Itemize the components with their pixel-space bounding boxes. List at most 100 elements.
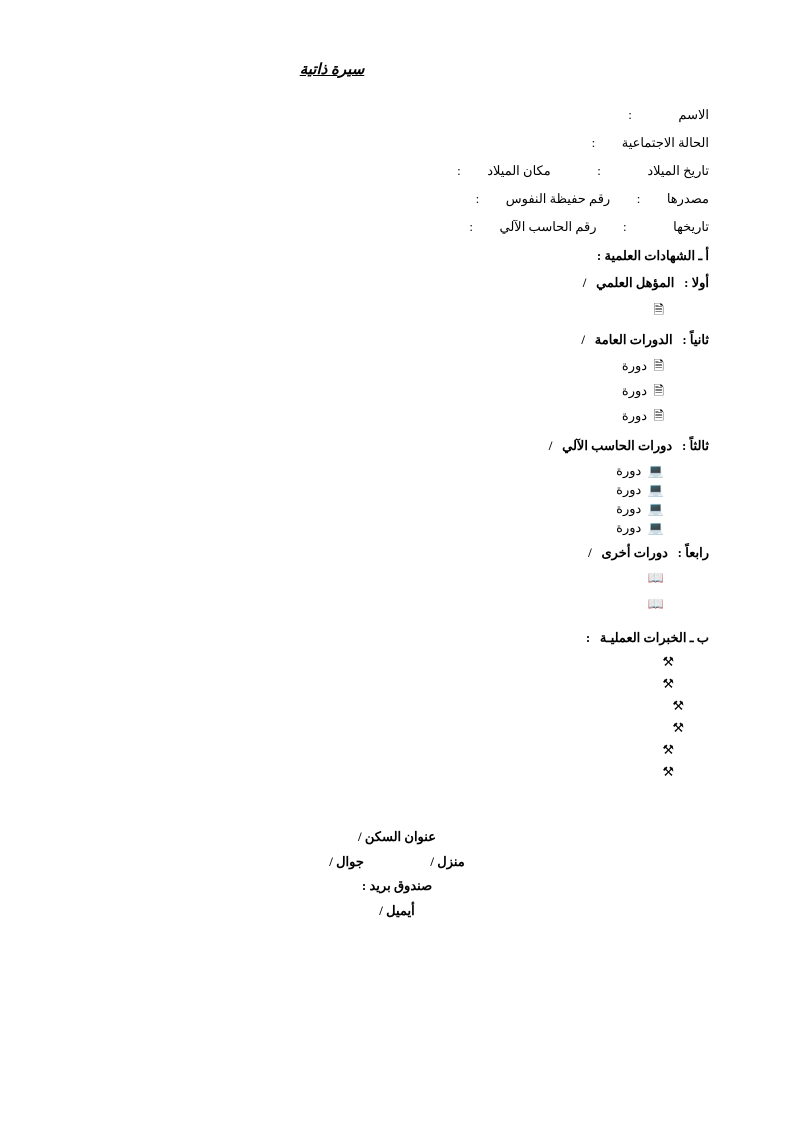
slash: / xyxy=(329,854,333,869)
colon: : xyxy=(682,332,686,347)
colon: : xyxy=(597,248,601,263)
course-text: دورة xyxy=(616,501,641,516)
book-icon: 📖 xyxy=(648,596,664,611)
colon: : xyxy=(469,219,473,234)
laptop-icon: 💻 xyxy=(648,520,664,535)
address-row: عنوان السكن / xyxy=(80,825,714,850)
colon: : xyxy=(684,275,688,290)
certs-text: أ ـ الشهادات العلمية xyxy=(605,248,710,263)
general-item-3: 🗎 دورة xyxy=(80,407,664,429)
other-lead: رابعاً xyxy=(685,545,709,560)
tools-icon: ⚒ xyxy=(662,764,674,779)
general-label: الدورات العامة xyxy=(595,332,673,347)
exp-item-1: ⚒ xyxy=(80,654,674,670)
exp-item-3: ⚒ xyxy=(80,698,684,714)
colon: : xyxy=(362,878,366,893)
address-label: عنوان السكن xyxy=(365,829,436,844)
qual-item: 🗎 xyxy=(80,301,664,323)
course-text: دورة xyxy=(622,358,647,373)
doc-icon: 🗎 xyxy=(654,408,664,423)
other-label: دورات أخرى xyxy=(601,545,667,560)
source-row: مصدرها : رقم حفيظة النفوس : xyxy=(80,188,709,210)
other-courses-row: رابعاً : دورات أخرى / xyxy=(80,542,709,564)
qual-lead: أولا xyxy=(692,275,709,290)
colon: : xyxy=(597,163,601,178)
marital-label: الحالة الاجتماعية xyxy=(622,135,709,150)
pobox-row: صندوق بريد : xyxy=(80,874,714,899)
colon: : xyxy=(476,191,480,206)
book-icon: 📖 xyxy=(648,570,664,585)
mobile-label: جوال xyxy=(336,854,364,869)
qualification-row: أولا : المؤهل العلمي / xyxy=(80,272,709,294)
colon: : xyxy=(628,107,632,122)
email-label: أيميل xyxy=(386,903,415,918)
colon: : xyxy=(592,135,596,150)
exp-item-6: ⚒ xyxy=(80,764,674,780)
footer-block: عنوان السكن / منزل / جوال / صندوق بريد :… xyxy=(80,825,714,924)
pob-label: مكان الميلاد xyxy=(487,163,550,178)
name-label: الاسم xyxy=(678,107,709,122)
laptop-icon: 💻 xyxy=(648,482,664,497)
tools-icon: ⚒ xyxy=(662,676,674,691)
course-text: دورة xyxy=(622,408,647,423)
birth-row: تاريخ الميلاد : مكان الميلاد : xyxy=(80,160,709,182)
comp-lead: ثالثاً xyxy=(690,438,709,453)
pobox-label: صندوق بريد xyxy=(369,878,432,893)
laptop-icon: 💻 xyxy=(648,501,664,516)
slash: / xyxy=(588,545,592,560)
source-label: مصدرها xyxy=(667,191,709,206)
tools-icon: ⚒ xyxy=(662,654,674,669)
course-text: دورة xyxy=(622,383,647,398)
slash: / xyxy=(358,829,362,844)
computer-item-1: 💻 دورة xyxy=(80,463,664,479)
doc-icon: 🗎 xyxy=(654,383,664,398)
laptop-icon: 💻 xyxy=(648,463,664,478)
email-row: أيميل / xyxy=(80,899,714,924)
computer-courses-row: ثالثاً : دورات الحاسب الآلي / xyxy=(80,435,709,457)
marital-row: الحالة الاجتماعية : xyxy=(80,132,709,154)
general-item-2: 🗎 دورة xyxy=(80,382,664,404)
slash: / xyxy=(583,275,587,290)
civil-label: رقم حفيظة النفوس xyxy=(506,191,610,206)
course-text: دورة xyxy=(616,520,641,535)
slash: / xyxy=(430,854,434,869)
page-title: سيرة ذاتية xyxy=(80,60,584,79)
course-text: دورة xyxy=(616,463,641,478)
home-label: منزل xyxy=(437,854,465,869)
slash: / xyxy=(379,903,383,918)
other-item-1: 📖 xyxy=(80,570,664,586)
tools-icon: ⚒ xyxy=(672,698,684,713)
slash: / xyxy=(549,438,553,453)
phone-row: منزل / جوال / xyxy=(80,850,714,875)
tools-icon: ⚒ xyxy=(662,742,674,757)
exp-item-4: ⚒ xyxy=(80,720,684,736)
computer-item-4: 💻 دورة xyxy=(80,520,664,536)
date-label: تاريخها xyxy=(673,219,709,234)
name-row: الاسم : xyxy=(80,104,709,126)
experience-header: ب ـ الخبرات العمليـة : xyxy=(80,630,709,646)
exp-item-2: ⚒ xyxy=(80,676,674,692)
colon: : xyxy=(457,163,461,178)
doc-icon: 🗎 xyxy=(654,358,664,373)
colon: : xyxy=(586,630,590,645)
exp-item-5: ⚒ xyxy=(80,742,674,758)
general-item-1: 🗎 دورة xyxy=(80,357,664,379)
slash: / xyxy=(581,332,585,347)
exp-text: ب ـ الخبرات العمليـة xyxy=(600,630,709,645)
general-lead: ثانياً xyxy=(690,332,709,347)
colon: : xyxy=(637,191,641,206)
tools-icon: ⚒ xyxy=(672,720,684,735)
certificates-header: أ ـ الشهادات العلمية : xyxy=(80,248,709,264)
course-text: دورة xyxy=(616,482,641,497)
date-row: تاريخها : رقم الحاسب الآلي : xyxy=(80,216,709,238)
colon: : xyxy=(623,219,627,234)
comp-label: دورات الحاسب الآلي xyxy=(562,438,672,453)
colon: : xyxy=(682,438,686,453)
computer-item-2: 💻 دورة xyxy=(80,482,664,498)
general-courses-row: ثانياً : الدورات العامة / xyxy=(80,329,709,351)
computer-num-label: رقم الحاسب الآلي xyxy=(499,219,596,234)
other-item-2: 📖 xyxy=(80,596,664,612)
dob-label: تاريخ الميلاد xyxy=(647,163,709,178)
colon: : xyxy=(678,545,682,560)
qual-label: المؤهل العلمي xyxy=(596,275,674,290)
